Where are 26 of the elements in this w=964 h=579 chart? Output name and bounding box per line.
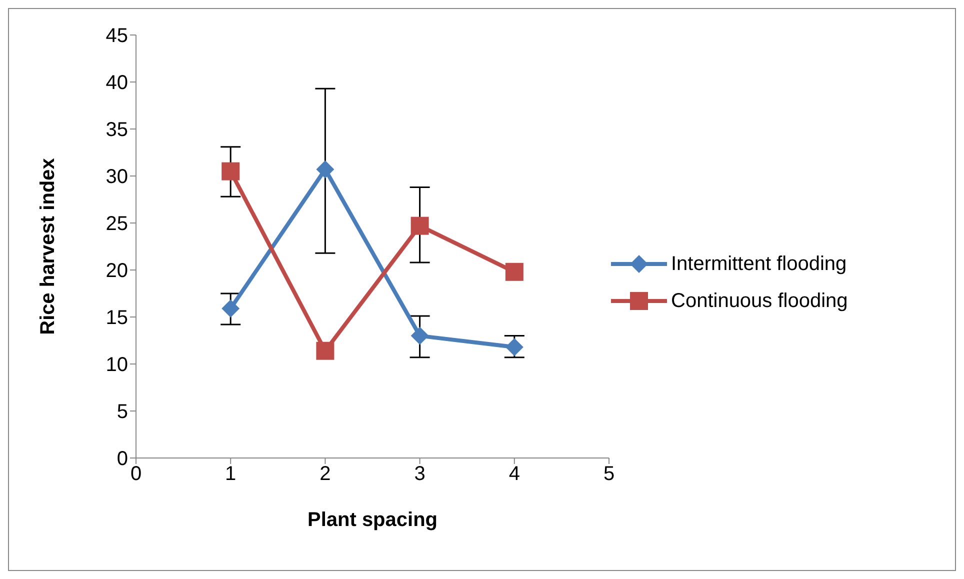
y-tick-label: 25	[106, 213, 128, 236]
point	[410, 326, 429, 345]
y-tick-label: 40	[106, 72, 128, 94]
y-tick-label: 10	[106, 354, 128, 376]
y-tick-label: 35	[106, 119, 128, 142]
legend-label: Intermittent flooding	[671, 252, 847, 276]
y-tick-label: 15	[106, 307, 128, 330]
y-tick-label: 30	[106, 166, 128, 188]
point	[316, 342, 334, 360]
x-tick-label: 4	[508, 463, 520, 486]
point	[316, 160, 334, 178]
x-tick-label: 2	[320, 463, 331, 486]
y-tick-label: 45	[106, 25, 128, 48]
y-tick-label: 20	[106, 260, 128, 282]
point	[410, 216, 429, 235]
x-axis-title: Plant spacing	[307, 509, 438, 531]
point	[222, 300, 240, 318]
point	[505, 262, 524, 281]
x-tick-label: 1	[225, 463, 236, 486]
x-tick-label: 3	[414, 463, 426, 486]
x-tick-label: 5	[603, 463, 615, 486]
y-axis-title: Rice harvest index	[37, 158, 60, 335]
y-tick-label: 5	[116, 401, 128, 424]
point	[222, 162, 240, 180]
y-tick-label: 0	[116, 448, 128, 470]
legend-label: Continuous flooding	[671, 290, 848, 312]
